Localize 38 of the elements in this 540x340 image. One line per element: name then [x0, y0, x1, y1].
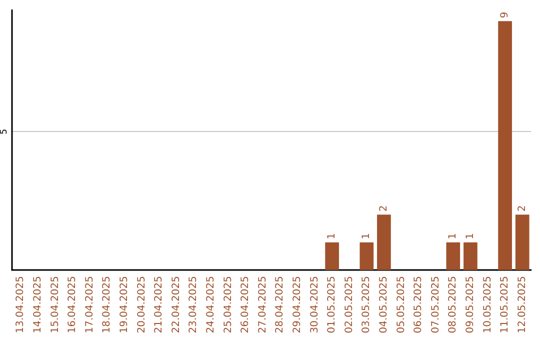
- x-tick-label: 15.04.2025: [50, 276, 61, 334]
- x-tick-label: 18.04.2025: [102, 276, 113, 334]
- x-tick-label: 05.05.2025: [396, 276, 407, 334]
- x-tick-label: 28.04.2025: [274, 276, 286, 334]
- data-label: 9: [500, 12, 511, 18]
- x-tick-label: 21.04.2025: [154, 276, 165, 334]
- x-tick-label: 24.04.2025: [205, 276, 216, 334]
- x-tick-label: 19.04.2025: [118, 276, 130, 334]
- x-tick-label: 22.04.2025: [170, 276, 182, 334]
- x-tick-label: 02.05.2025: [344, 276, 355, 334]
- x-tick-label: 03.05.2025: [361, 276, 372, 334]
- data-label: 1: [361, 232, 372, 240]
- x-tick-label: 11.05.2025: [500, 276, 511, 334]
- data-label: 1: [464, 232, 476, 240]
- x-tick-label: 25.04.2025: [222, 276, 234, 334]
- x-tick-label: 23.04.2025: [188, 276, 200, 334]
- x-tick-label: 30.04.2025: [309, 276, 320, 334]
- x-tick-label: 16.04.2025: [67, 276, 78, 334]
- x-tick-label: 10.05.2025: [482, 276, 494, 334]
- y-tick-label: 5: [0, 128, 10, 135]
- x-tick-label: 27.04.2025: [257, 276, 268, 334]
- x-tick-label: 14.04.2025: [32, 276, 44, 334]
- x-tick-label: 01.05.2025: [326, 276, 338, 334]
- x-tick-label: 04.05.2025: [378, 276, 390, 334]
- x-tick-label: 06.05.2025: [413, 276, 424, 334]
- x-tick-label: 08.05.2025: [448, 276, 459, 334]
- data-label: 1: [326, 232, 338, 240]
- x-tick-label: 07.05.2025: [430, 276, 442, 334]
- x-tick-label: 20.04.2025: [136, 276, 148, 334]
- x-tick-label: 12.05.2025: [516, 276, 528, 334]
- x-tick-label: 17.04.2025: [84, 276, 96, 334]
- x-tick-label: 09.05.2025: [464, 276, 476, 334]
- x-tick-label: 26.04.2025: [240, 276, 252, 334]
- x-tick-label: 29.04.2025: [292, 276, 303, 334]
- data-label: 1: [448, 232, 459, 240]
- data-label: 2: [378, 205, 390, 212]
- x-tick-label: 13.04.2025: [15, 276, 26, 334]
- data-label: 2: [516, 205, 528, 212]
